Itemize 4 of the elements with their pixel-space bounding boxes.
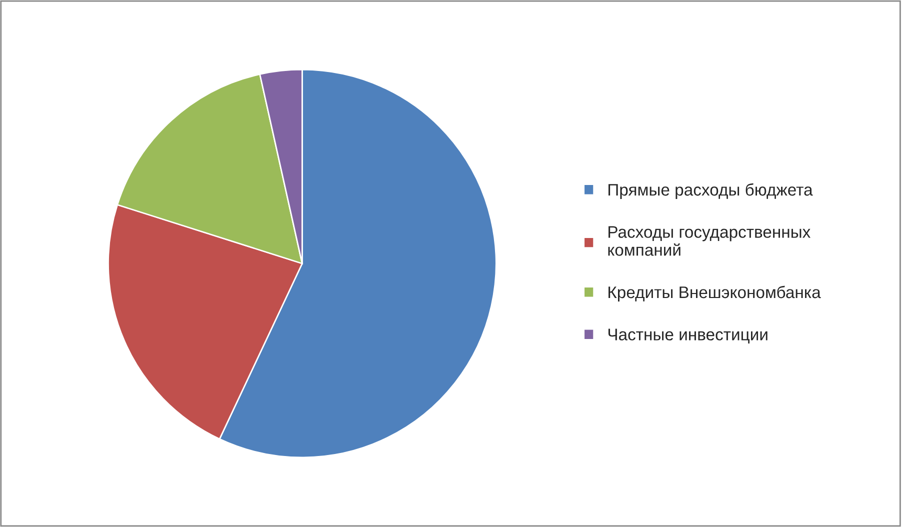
legend-label: Кредиты Внешэкономбанка bbox=[608, 286, 821, 302]
legend-label: Частные инвестиции bbox=[608, 328, 768, 344]
legend-label: Расходы государственных компаний bbox=[608, 226, 810, 256]
legend-label: Прямые расходы бюджета bbox=[608, 183, 813, 199]
